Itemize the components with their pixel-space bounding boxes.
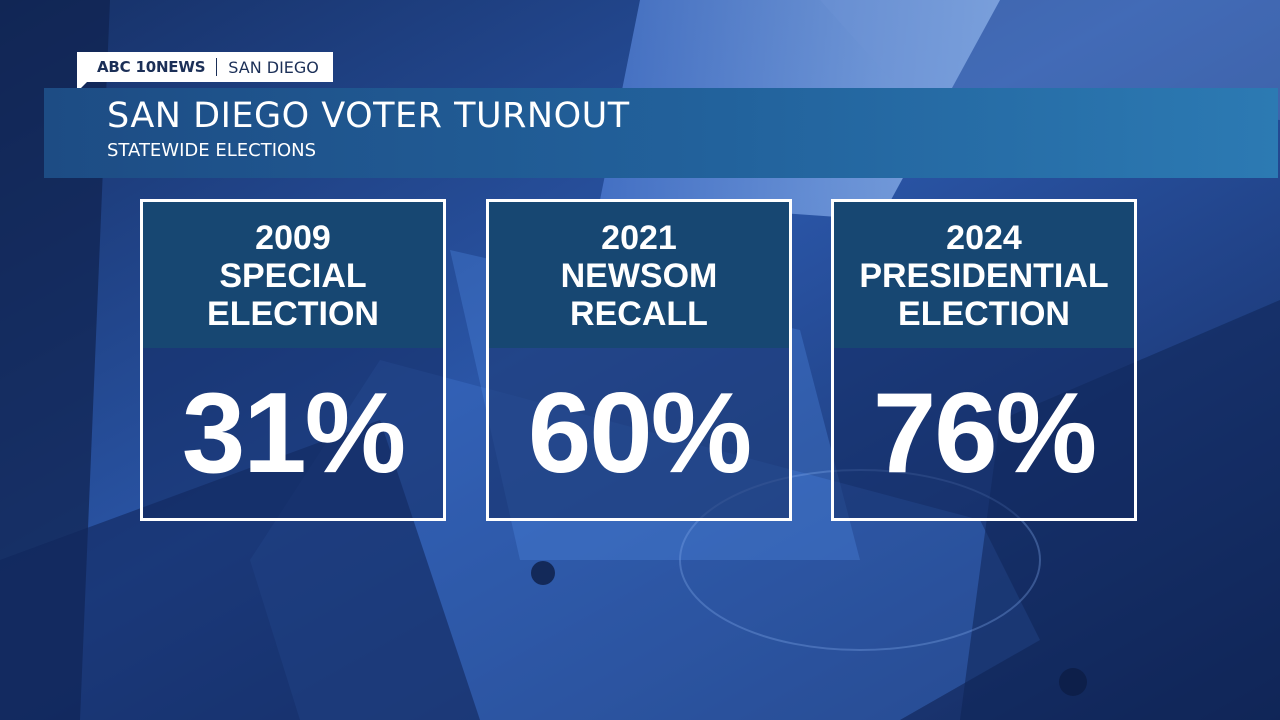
turnout-value: 31% bbox=[181, 369, 406, 497]
card-year: 2009 bbox=[255, 219, 331, 257]
card-year: 2024 bbox=[946, 219, 1022, 257]
station-separator bbox=[216, 58, 218, 76]
card-label-line-2: RECALL bbox=[570, 295, 708, 333]
card-label-line-1: PRESIDENTIAL bbox=[859, 257, 1109, 295]
station-brand: ABC 10NEWS bbox=[97, 58, 206, 76]
card-label-line-2: ELECTION bbox=[207, 295, 379, 333]
turnout-card-2024: 2024 PRESIDENTIAL ELECTION 76% bbox=[831, 199, 1137, 521]
card-label-line-1: NEWSOM bbox=[560, 257, 718, 295]
station-tag-tail bbox=[77, 82, 87, 92]
card-header: 2021 NEWSOM RECALL bbox=[489, 202, 789, 348]
turnout-value: 60% bbox=[527, 369, 752, 497]
turnout-card-2021: 2021 NEWSOM RECALL 60% bbox=[486, 199, 792, 521]
card-year: 2021 bbox=[601, 219, 677, 257]
card-label-line-1: SPECIAL bbox=[219, 257, 367, 295]
card-header: 2024 PRESIDENTIAL ELECTION bbox=[834, 202, 1134, 348]
card-header: 2009 SPECIAL ELECTION bbox=[143, 202, 443, 348]
station-city: SAN DIEGO bbox=[228, 57, 319, 77]
turnout-value: 76% bbox=[872, 369, 1097, 497]
banner-subtitle: STATEWIDE ELECTIONS bbox=[107, 140, 317, 161]
banner-title: SAN DIEGO VOTER TURNOUT bbox=[107, 96, 630, 136]
title-banner: SAN DIEGO VOTER TURNOUT STATEWIDE ELECTI… bbox=[44, 88, 1278, 178]
card-label-line-2: ELECTION bbox=[898, 295, 1070, 333]
station-tag: ABC 10NEWS SAN DIEGO bbox=[77, 52, 333, 82]
turnout-card-2009: 2009 SPECIAL ELECTION 31% bbox=[140, 199, 446, 521]
